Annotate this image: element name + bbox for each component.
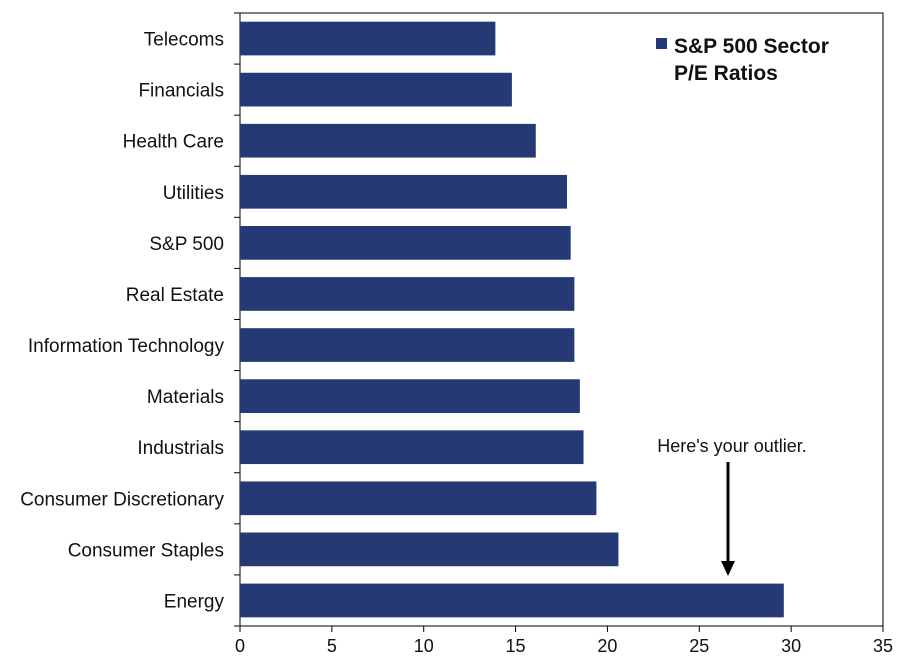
x-tick-label: 20	[597, 636, 617, 656]
category-label: Consumer Staples	[68, 540, 224, 561]
x-tick-label: 30	[781, 636, 801, 656]
bar-telecoms	[240, 21, 496, 56]
outlier-annotation: Here's your outlier.	[657, 436, 807, 576]
y-axis-ticks	[234, 12, 240, 627]
x-tick-label: 25	[689, 636, 709, 656]
x-tick-label: 10	[414, 636, 434, 656]
bar-consumer-discretionary	[240, 481, 597, 516]
bar-s-p-500	[240, 226, 571, 260]
category-label: Consumer Discretionary	[20, 489, 224, 510]
category-label: Industrials	[137, 438, 224, 459]
bar-utilities	[240, 174, 568, 209]
legend: S&P 500 Sector P/E Ratios	[656, 35, 829, 85]
category-labels: Telecoms Financials Health Care Utilities S&…	[20, 30, 224, 613]
annotation-arrowhead	[721, 561, 735, 576]
x-tick-label: 15	[506, 636, 526, 656]
bar-financials	[240, 72, 512, 107]
bar-information-technology	[240, 328, 575, 362]
bar-health-care	[240, 123, 536, 158]
category-label: Utilities	[163, 183, 224, 204]
category-label: Financials	[138, 81, 224, 102]
category-label: Energy	[164, 591, 225, 612]
bar-real-estate	[240, 277, 575, 311]
category-label: Real Estate	[126, 285, 224, 306]
legend-swatch	[656, 38, 667, 49]
category-label: Telecoms	[144, 30, 224, 51]
bar-energy	[240, 583, 784, 618]
category-label: S&P 500	[149, 234, 224, 255]
x-tick-label: 35	[873, 636, 893, 656]
annotation-text: Here's your outlier.	[657, 436, 807, 456]
bar-materials	[240, 379, 580, 413]
category-label: Health Care	[123, 132, 224, 153]
x-tick-label: 0	[235, 636, 245, 656]
legend-label-line-2: P/E Ratios	[674, 62, 778, 85]
x-tick-label: 5	[327, 636, 337, 656]
bar-industrials	[240, 430, 584, 465]
x-axis-ticks: 0 5 10 15 20 25 30 35	[235, 626, 893, 656]
bars-group	[240, 21, 784, 618]
bar-consumer-staples	[240, 532, 619, 567]
legend-label-line-1: S&P 500 Sector	[674, 35, 829, 58]
category-label: Information Technology	[28, 336, 225, 357]
category-label: Materials	[147, 387, 224, 408]
plot-area	[239, 12, 884, 627]
